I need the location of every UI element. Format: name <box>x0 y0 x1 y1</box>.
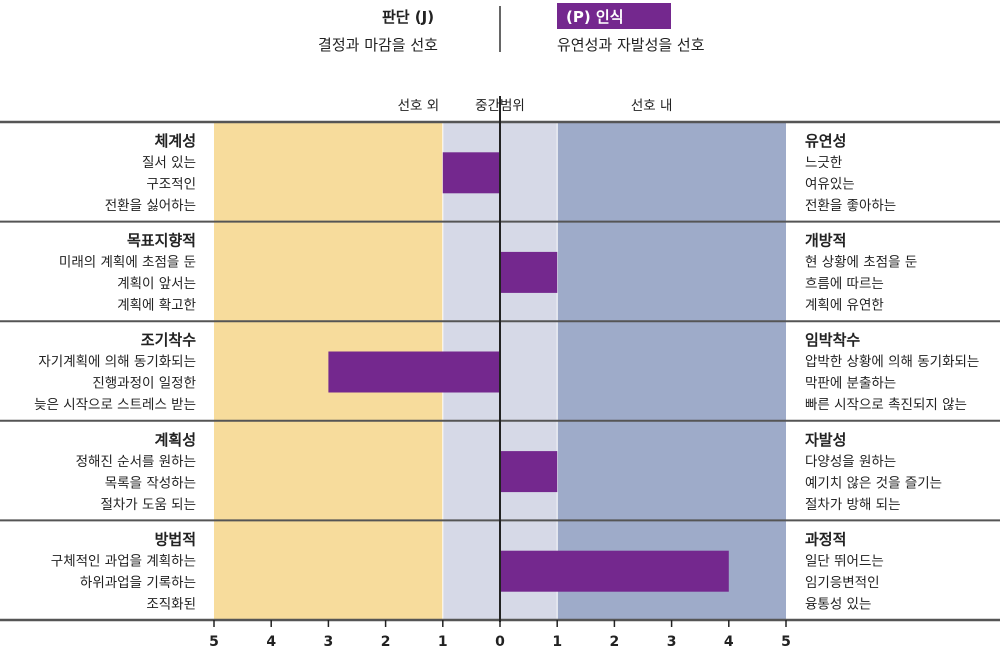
x-tick-label: 4 <box>266 634 276 650</box>
zone-labels: 선호 외중간범위선호 내 <box>398 98 673 114</box>
header-right-title: (P) 인식 <box>566 8 624 26</box>
x-tick-label: 1 <box>552 634 562 650</box>
x-tick-label: 3 <box>324 634 334 650</box>
bar-facet-2 <box>500 251 558 293</box>
facet-left-item: 절차가 도움 되는 <box>100 497 196 513</box>
x-tick-label: 5 <box>209 634 219 650</box>
facet-right-item: 융통성 있는 <box>805 596 871 612</box>
facet-left-item: 구조적인 <box>146 177 196 193</box>
facet-right-item: 계획에 유연한 <box>805 298 884 314</box>
facet-left-item: 하위과업을 기록하는 <box>80 575 196 591</box>
zone-inside <box>557 122 786 620</box>
facet-right-title: 자발성 <box>805 431 846 449</box>
zone-label-outside: 선호 외 <box>398 98 440 114</box>
bars <box>328 152 729 592</box>
facet-right-item: 빠른 시작으로 촉진되지 않는 <box>805 397 967 413</box>
header-left-subtitle: 결정과 마감을 선호 <box>318 36 438 54</box>
header-right-title-badge <box>557 3 671 29</box>
facet-left-title: 체계성 <box>155 132 196 150</box>
x-tick-label: 2 <box>381 634 391 650</box>
facet-left-item: 계획에 확고한 <box>117 298 196 314</box>
header-left-title: 판단 (J) <box>382 8 434 26</box>
x-tick-label: 3 <box>667 634 677 650</box>
facet-left-title: 방법적 <box>155 530 196 548</box>
facet-right-title: 임박착수 <box>805 331 860 349</box>
facet-left-item: 자기계획에 의해 동기화되는 <box>38 354 196 370</box>
bar-facet-1 <box>442 152 500 194</box>
facet-right-item: 절차가 방해 되는 <box>805 497 901 513</box>
facet-left-item: 전환을 싫어하는 <box>105 198 196 214</box>
bar-facet-3 <box>328 351 500 393</box>
bar-facet-4 <box>500 451 558 493</box>
header-right-subtitle: 유연성과 자발성을 선호 <box>557 36 705 54</box>
facet-right-title: 유연성 <box>805 132 846 150</box>
x-axis-ticks: 5 4 3 2 1 0 1 2 3 4 5 <box>209 620 791 650</box>
facet-left-item: 계획이 앞서는 <box>117 276 196 292</box>
facet-right-title: 개방적 <box>805 232 846 250</box>
bar-facet-5 <box>500 550 729 592</box>
x-tick-label: 1 <box>438 634 448 650</box>
facet-left-item: 조직화된 <box>146 596 196 612</box>
zone-label-inside: 선호 내 <box>631 98 673 114</box>
facet-right-item: 임기응변적인 <box>805 575 880 591</box>
facet-left-item: 진행과정이 일정한 <box>92 376 196 392</box>
facet-left-item: 늦은 시작으로 스트레스 받는 <box>34 397 196 413</box>
facet-right-item: 예기치 않은 것을 즐기는 <box>805 475 942 491</box>
facet-left-item: 정해진 순서를 원하는 <box>76 454 196 470</box>
facet-left-title: 목표지향적 <box>127 232 196 250</box>
facet-right-item: 현 상황에 초점을 둔 <box>805 255 917 271</box>
x-tick-label: 4 <box>724 634 734 650</box>
facet-right-item: 흐름에 따르는 <box>805 276 884 292</box>
facet-left-item: 목록을 작성하는 <box>105 475 196 491</box>
facet-right-item: 일단 뛰어드는 <box>805 553 884 569</box>
facet-left-item: 미래의 계획에 초점을 둔 <box>59 255 196 271</box>
facet-left-title: 계획성 <box>155 431 196 449</box>
facet-left-item: 질서 있는 <box>142 155 196 171</box>
facet-right-item: 다양성을 원하는 <box>805 454 896 470</box>
facet-right-item: 막판에 분출하는 <box>805 376 896 392</box>
facet-right-title: 과정적 <box>805 530 846 548</box>
x-tick-label: 0 <box>495 634 505 650</box>
x-tick-label: 2 <box>610 634 620 650</box>
x-tick-label: 5 <box>781 634 791 650</box>
facet-left-item: 구체적인 과업을 계획하는 <box>51 553 196 569</box>
facet-right-item: 전환을 좋아하는 <box>805 198 896 214</box>
facet-right-item: 여유있는 <box>805 177 855 193</box>
facet-left-title: 조기착수 <box>141 331 196 349</box>
facet-right-item: 압박한 상황에 의해 동기화되는 <box>805 354 979 370</box>
facet-right-item: 느긋한 <box>805 155 842 171</box>
